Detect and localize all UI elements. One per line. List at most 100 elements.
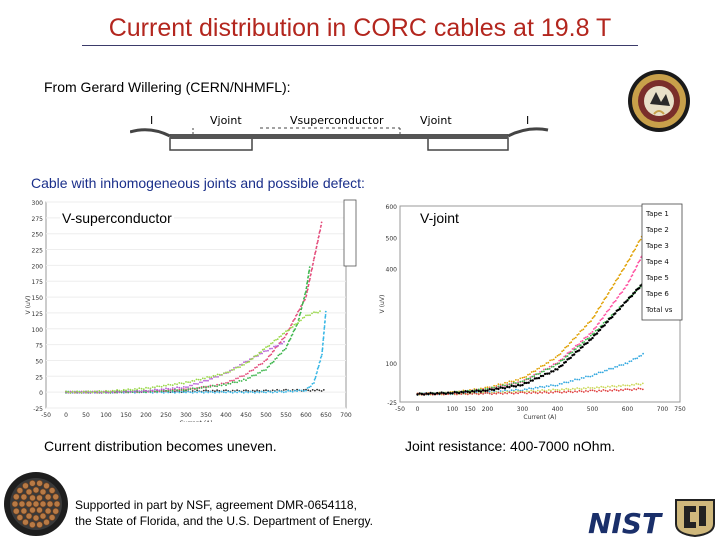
data-point (580, 388, 583, 391)
data-point (242, 392, 245, 394)
data-point (260, 351, 262, 353)
data-point (162, 384, 165, 387)
data-point (317, 366, 320, 369)
data-point (107, 390, 110, 393)
data-point (499, 386, 502, 389)
data-point (527, 373, 529, 376)
data-point (604, 389, 607, 392)
data-point (568, 342, 571, 344)
data-point (234, 390, 236, 393)
data-point (87, 390, 90, 392)
data-point (169, 388, 172, 391)
data-point (280, 390, 283, 393)
data-point (165, 387, 167, 390)
data-point (600, 318, 603, 321)
data-point (491, 393, 493, 396)
data-point (191, 384, 193, 387)
data-point (185, 389, 187, 392)
data-point (503, 387, 507, 390)
data-point (127, 388, 130, 390)
data-point (605, 296, 608, 298)
data-point (116, 390, 118, 393)
data-point (265, 389, 267, 392)
data-point (304, 293, 306, 296)
data-point (266, 366, 269, 369)
data-point (523, 392, 526, 394)
data-point (460, 393, 463, 395)
data-point (178, 386, 181, 389)
data-point (265, 346, 267, 348)
data-point (633, 270, 636, 272)
data-point (296, 322, 299, 325)
data-point (116, 389, 118, 391)
data-point (303, 296, 306, 299)
data-point (142, 391, 145, 393)
data-point (306, 281, 309, 284)
data-point (261, 362, 264, 365)
data-point (581, 341, 584, 344)
data-point (561, 383, 563, 385)
data-point (118, 391, 121, 394)
data-point (250, 369, 253, 372)
strand (53, 500, 61, 508)
data-point (201, 381, 203, 384)
data-point (281, 333, 284, 335)
x-tick-label: 200 (482, 406, 494, 413)
data-point (589, 332, 592, 335)
data-point (531, 379, 534, 382)
data-point (521, 376, 524, 379)
data-point (593, 387, 596, 390)
strand (16, 514, 24, 521)
strand (39, 512, 47, 520)
data-point (298, 320, 301, 322)
data-point (311, 267, 314, 270)
data-point (602, 317, 604, 320)
data-point (611, 286, 614, 289)
data-point (569, 356, 572, 359)
data-point (573, 337, 576, 340)
data-point (256, 389, 258, 392)
data-point (286, 329, 289, 332)
data-point (321, 348, 324, 351)
data-point (242, 389, 245, 392)
schematic-label-vjoint-right: Vjoint (420, 114, 452, 127)
data-point (111, 389, 114, 392)
data-point (281, 342, 283, 345)
data-point (307, 272, 310, 274)
data-point (420, 392, 424, 396)
data-point (319, 356, 322, 359)
data-point (515, 382, 517, 384)
data-point (554, 368, 557, 371)
data-point (229, 382, 232, 385)
data-point (294, 328, 297, 330)
data-point (277, 345, 279, 347)
data-point (576, 378, 579, 381)
data-point (218, 390, 221, 392)
strand (48, 487, 56, 494)
data-point (499, 392, 502, 395)
data-point (282, 391, 285, 394)
data-point (506, 392, 509, 395)
data-point (635, 245, 638, 248)
data-point (600, 385, 603, 388)
data-point (515, 388, 517, 391)
data-point (541, 364, 544, 367)
data-point (620, 388, 622, 391)
data-point (622, 288, 625, 291)
data-point (307, 389, 310, 392)
data-point (189, 381, 192, 384)
data-point (497, 383, 500, 386)
data-point (216, 373, 219, 376)
data-point (462, 391, 465, 394)
data-point (305, 287, 308, 290)
data-point (563, 358, 566, 361)
data-point (512, 392, 515, 395)
legend-entry: Tape 1 (645, 210, 669, 218)
data-point (276, 391, 278, 394)
data-point (515, 391, 517, 394)
data-point (578, 387, 581, 390)
data-point (324, 314, 327, 316)
data-point (543, 390, 546, 393)
data-point (313, 311, 315, 314)
x-tick-label: 700 (657, 406, 669, 413)
